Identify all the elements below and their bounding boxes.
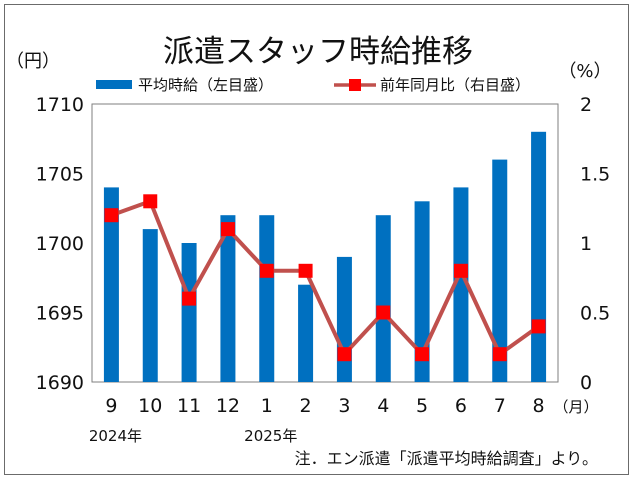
right-tick-label: 0 <box>580 372 592 394</box>
bar <box>492 159 508 382</box>
bar <box>414 201 430 382</box>
x-tick-label: 7 <box>494 395 506 417</box>
year-label: 2024年 <box>89 427 142 445</box>
legend-line-marker <box>349 79 361 91</box>
right-tick-label: 0.5 <box>580 303 610 325</box>
bar <box>259 215 275 382</box>
line-point <box>337 347 352 362</box>
year-label: 2025年 <box>244 427 297 445</box>
line-point <box>143 194 158 209</box>
x-tick-label: 8 <box>533 395 545 417</box>
line-point <box>376 305 391 320</box>
bar <box>142 229 158 382</box>
left-tick-label: 1695 <box>36 303 84 325</box>
x-tick-label: 6 <box>455 395 467 417</box>
right-tick-label: 2 <box>580 94 592 116</box>
bar <box>375 215 391 382</box>
line-point <box>298 263 313 278</box>
right-axis: 2 1.5 1 0.5 0 <box>580 94 610 394</box>
x-tick-label: 4 <box>377 395 389 417</box>
x-axis: 9 10 11 12 1 2 3 4 5 6 7 8 （月） 2024年 202… <box>89 395 599 445</box>
line-point <box>492 347 507 362</box>
line-point <box>259 263 274 278</box>
bar <box>220 215 236 382</box>
bar <box>103 187 119 382</box>
x-tick-label: 2 <box>300 395 312 417</box>
line-point <box>453 263 468 278</box>
left-tick-label: 1710 <box>36 94 84 116</box>
left-tick-label: 1690 <box>36 372 84 394</box>
x-axis-unit: （月） <box>553 398 598 416</box>
bar <box>181 243 197 382</box>
x-tick-label: 3 <box>338 395 350 417</box>
left-axis-unit: （円） <box>6 51 60 72</box>
line-series <box>110 198 540 358</box>
x-tick-label: 1 <box>261 395 273 417</box>
right-tick-label: 1.5 <box>580 164 610 186</box>
bar <box>453 187 469 382</box>
bar <box>336 256 352 382</box>
source-note: 注．エン派遣「派遣平均時給調査」より。 <box>295 449 598 468</box>
right-tick-label: 1 <box>580 233 592 255</box>
x-tick-label: 11 <box>177 395 201 417</box>
bar-series <box>103 131 547 382</box>
legend-line-label: 前年同月比（右目盛） <box>380 76 530 94</box>
x-tick-label: 12 <box>216 395 240 417</box>
line-point <box>220 222 235 237</box>
left-axis: 1710 1705 1700 1695 1690 <box>36 94 84 394</box>
line-point <box>104 208 119 223</box>
line-markers <box>104 194 546 362</box>
legend: 平均時給（左目盛） 前年同月比（右目盛） <box>96 76 530 94</box>
x-tick-label: 9 <box>105 395 117 417</box>
x-tick-label: 10 <box>138 395 162 417</box>
right-axis-unit: （%） <box>558 61 611 82</box>
line-point <box>415 347 430 362</box>
left-tick-label: 1700 <box>36 233 84 255</box>
bar <box>531 131 547 382</box>
line-point <box>531 319 546 334</box>
bar <box>298 284 314 382</box>
line-point <box>182 291 197 306</box>
x-tick-label: 5 <box>416 395 428 417</box>
legend-bar-swatch <box>96 80 132 89</box>
chart-title: 派遣スタッフ時給推移 <box>163 34 473 70</box>
left-tick-label: 1705 <box>36 164 84 186</box>
legend-bar-label: 平均時給（左目盛） <box>138 76 273 94</box>
plot-area <box>91 103 559 383</box>
